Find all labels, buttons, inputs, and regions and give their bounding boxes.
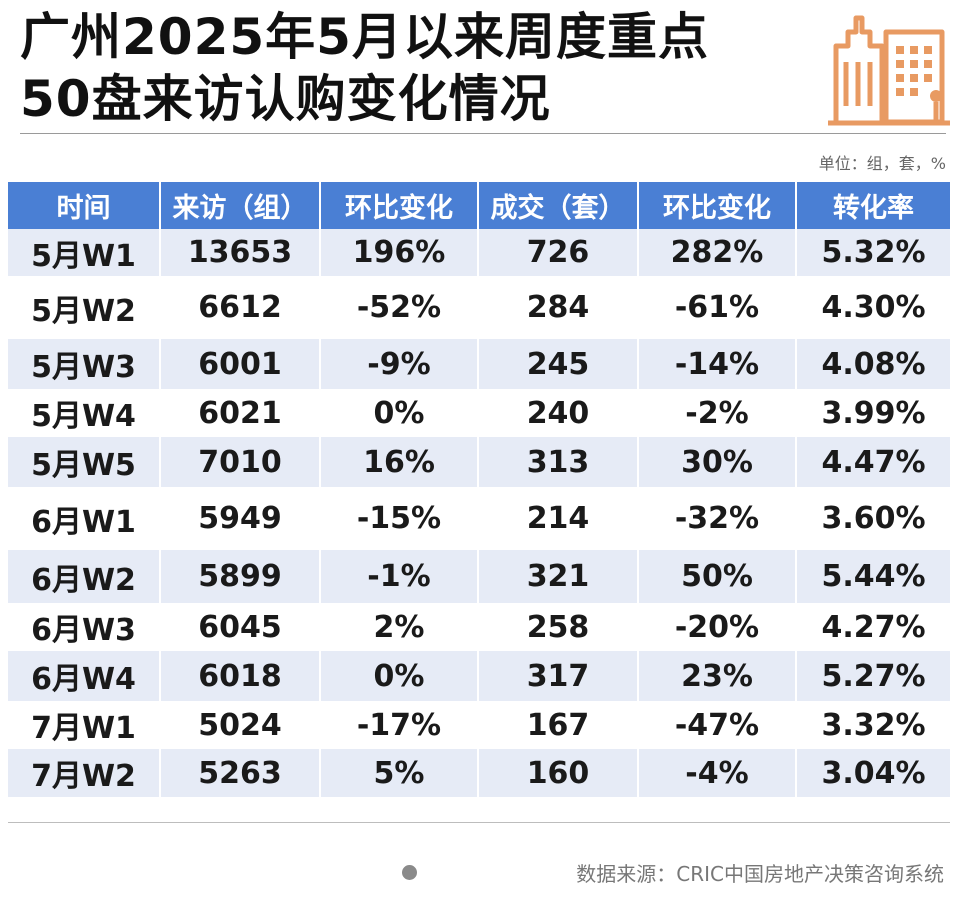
col-header-visits: 来访（组） <box>160 182 321 229</box>
cell-visits-change: -52% <box>320 276 479 339</box>
cell-visits: 5024 <box>160 701 321 749</box>
cell-conversion: 3.60% <box>821 501 926 536</box>
table-row: 5月W3 6001 -9% 245 -14% 4.08% <box>8 339 950 389</box>
table-row: 7月W1 5024 -17% 167 -47% 3.32% <box>8 701 950 749</box>
col-header-deals: 成交（套） <box>478 182 639 229</box>
cell-deals: 284 <box>478 276 639 339</box>
cell-conversion: 3.32% <box>821 707 926 743</box>
col-header-deals-change: 环比变化 <box>638 182 797 229</box>
data-table: 时间 来访（组） 环比变化 成交（套） 环比变化 转化率 5月W1 13653 19… <box>8 182 950 797</box>
cell-week: 6月W1 <box>8 487 161 550</box>
cell-deals-change: 282% <box>638 229 797 276</box>
bullet-dot <box>402 865 417 880</box>
cell-visits: 6018 <box>160 651 321 701</box>
cell-visits: 5899 <box>160 550 321 603</box>
building-icon <box>828 6 950 128</box>
cell-deals: 245 <box>478 339 639 389</box>
page-title-line-1: 广州2025年5月以来周度重点 <box>20 8 709 66</box>
cell-deals: 214 <box>478 487 639 550</box>
cell-visits: 5949 <box>160 487 321 550</box>
table-header-row: 时间 来访（组） 环比变化 成交（套） 环比变化 转化率 <box>8 182 950 229</box>
table-row: 6月W3 6045 2% 258 -20% 4.27% <box>8 603 950 651</box>
unit-note: 单位：组，套，% <box>818 154 946 173</box>
source-note: 数据来源：CRIC中国房地产决策咨询系统 <box>576 862 944 886</box>
cell-deals-change: -2% <box>638 389 797 437</box>
cell-conversion: 4.30% <box>821 290 926 325</box>
table-row: 6月W1 5949 -15% 214 -32% 3.60% <box>8 487 950 550</box>
cell-deals-change: -14% <box>638 339 797 389</box>
cell-visits-change: -17% <box>320 701 479 749</box>
table-row: 5月W1 13653 196% 726 282% 5.32% <box>8 229 950 276</box>
cell-deals-change: -61% <box>638 276 797 339</box>
cell-visits: 7010 <box>160 437 321 487</box>
cell-visits-change: 5% <box>320 749 479 797</box>
footer-divider <box>8 822 950 823</box>
cell-conversion: 3.99% <box>821 395 926 431</box>
cell-deals-change: -47% <box>638 701 797 749</box>
cell-conversion: 5.44% <box>796 550 950 603</box>
cell-week: 5月W5 <box>8 437 161 487</box>
cell-visits: 6001 <box>160 339 321 389</box>
cell-deals: 240 <box>478 389 639 437</box>
cell-visits: 6612 <box>160 276 321 339</box>
col-header-conversion: 转化率 <box>796 182 950 229</box>
cell-deals: 258 <box>478 603 639 651</box>
cell-week: 5月W1 <box>8 229 161 276</box>
cell-conversion: 3.04% <box>796 749 950 797</box>
cell-visits: 6021 <box>160 389 321 437</box>
cell-conversion: 4.27% <box>821 609 926 645</box>
cell-week: 6月W3 <box>8 603 161 651</box>
cell-visits: 5263 <box>160 749 321 797</box>
cell-deals-change: 30% <box>638 437 797 487</box>
cell-visits-change: 2% <box>320 603 479 651</box>
cell-visits-change: -1% <box>320 550 479 603</box>
cell-deals-change: -4% <box>638 749 797 797</box>
page-title-line-2: 50盘来访认购变化情况 <box>20 70 551 128</box>
cell-deals: 726 <box>478 229 639 276</box>
cell-week: 6月W2 <box>8 550 161 603</box>
cell-visits-change: 0% <box>320 651 479 701</box>
cell-deals: 167 <box>478 701 639 749</box>
table-row: 5月W5 7010 16% 313 30% 4.47% <box>8 437 950 487</box>
cell-week: 5月W2 <box>8 276 161 339</box>
cell-visits-change: 16% <box>320 437 479 487</box>
cell-visits-change: -15% <box>320 487 479 550</box>
cell-deals: 160 <box>478 749 639 797</box>
cell-visits-change: 0% <box>320 389 479 437</box>
table-row: 6月W2 5899 -1% 321 50% 5.44% <box>8 550 950 603</box>
cell-deals: 321 <box>478 550 639 603</box>
table-row: 6月W4 6018 0% 317 23% 5.27% <box>8 651 950 701</box>
cell-conversion: 5.32% <box>796 229 950 276</box>
cell-deals: 313 <box>478 437 639 487</box>
table-row: 5月W2 6612 -52% 284 -61% 4.30% <box>8 276 950 339</box>
cell-conversion: 5.27% <box>796 651 950 701</box>
table-row: 7月W2 5263 5% 160 -4% 3.04% <box>8 749 950 797</box>
cell-week: 5月W4 <box>8 389 161 437</box>
cell-conversion: 4.47% <box>796 437 950 487</box>
cell-deals-change: 23% <box>638 651 797 701</box>
title-block: 广州2025年5月以来周度重点 50盘来访认购变化情况 <box>20 6 820 130</box>
cell-visits-change: -9% <box>320 339 479 389</box>
cell-week: 5月W3 <box>8 339 161 389</box>
col-header-week: 时间 <box>8 182 161 229</box>
cell-visits-change: 196% <box>320 229 479 276</box>
cell-week: 7月W1 <box>8 701 161 749</box>
cell-deals-change: -32% <box>638 487 797 550</box>
cell-visits: 6045 <box>160 603 321 651</box>
cell-deals-change: 50% <box>638 550 797 603</box>
cell-deals-change: -20% <box>638 603 797 651</box>
cell-conversion: 4.08% <box>796 339 950 389</box>
table-row: 5月W4 6021 0% 240 -2% 3.99% <box>8 389 950 437</box>
header-divider <box>20 133 946 134</box>
cell-week: 7月W2 <box>8 749 161 797</box>
cell-deals: 317 <box>478 651 639 701</box>
cell-week: 6月W4 <box>8 651 161 701</box>
cell-visits: 13653 <box>160 229 321 276</box>
col-header-visits-change: 环比变化 <box>320 182 479 229</box>
